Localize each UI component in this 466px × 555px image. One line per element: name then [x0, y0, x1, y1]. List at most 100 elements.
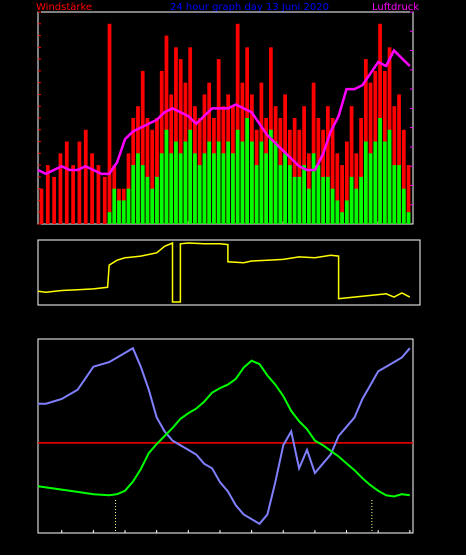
wind-gust-bar — [159, 70, 164, 224]
wind-average-bar — [216, 141, 221, 224]
wind-average-bar — [188, 129, 193, 224]
wind-gust-bar — [406, 165, 411, 224]
wind-gust-bar — [178, 59, 183, 224]
wind-average-bar — [240, 141, 245, 224]
wind-average-bar — [235, 129, 240, 224]
wind-average-bar — [136, 153, 140, 224]
wind-average-bar — [373, 141, 378, 224]
wind-average-bar — [368, 153, 373, 224]
wind-gust-bar — [325, 106, 330, 224]
wind-average-bar — [288, 165, 292, 224]
wind-average-bar — [382, 141, 387, 224]
wind-average-bar — [221, 153, 226, 224]
wind-average-bar — [226, 141, 231, 224]
wind-average-bar — [245, 118, 250, 224]
wind-pressure-panel — [37, 11, 414, 225]
wind-average-bar — [155, 176, 159, 224]
wind-gust-bar — [344, 141, 349, 224]
wind-average-bar — [406, 212, 411, 224]
wind-average-bar — [259, 141, 264, 224]
wind-gust-bar — [401, 129, 406, 224]
wind-gust-bar — [354, 153, 359, 224]
wind-average-bar — [278, 165, 283, 224]
wind-average-bar — [197, 165, 202, 224]
wind-average-bar — [311, 153, 316, 224]
humidity-panel-frame — [37, 338, 414, 534]
wind-gust-bar — [155, 118, 159, 224]
wind-average-bar — [335, 200, 340, 224]
wind-gust-bar — [330, 118, 335, 224]
wind-average-bar — [392, 165, 397, 224]
wind-average-bar — [131, 165, 136, 224]
wind-gust-bar — [174, 47, 178, 225]
wind-average-bar — [254, 165, 259, 224]
pressure-axis-title: Luftdruck — [372, 2, 419, 13]
wind-average-bar — [354, 188, 359, 224]
wind-average-bar — [292, 176, 297, 224]
wind-average-bar — [397, 165, 401, 224]
wind-gust-bar — [306, 153, 311, 224]
wind-average-bar — [150, 188, 155, 224]
wind-average-bar — [330, 188, 335, 224]
wind-average-bar — [178, 153, 183, 224]
wind-gust-bar — [292, 118, 297, 224]
wind-gust-bar — [349, 106, 354, 224]
wind-gust-bar — [397, 94, 401, 224]
wind-gust-bar — [83, 129, 88, 224]
wind-average-bar — [183, 141, 188, 224]
wind-gust-bar — [58, 153, 63, 224]
wind-average-bar — [302, 165, 306, 224]
wind-average-bar — [349, 176, 354, 224]
direction-panel-frame — [37, 239, 421, 306]
wind-gust-bar — [39, 188, 44, 224]
wind-gust-bar — [335, 153, 340, 224]
wind-average-bar — [169, 153, 174, 224]
wind-average-bar — [321, 176, 325, 224]
wind-gust-bar — [102, 176, 107, 224]
wind-average-bar — [269, 129, 273, 224]
wind-gust-bar — [52, 176, 56, 224]
wind-gust-bar — [359, 118, 363, 224]
wind-gust-bar — [150, 129, 155, 224]
wind-average-bar — [207, 141, 212, 224]
wind-average-bar — [378, 118, 382, 224]
wind-gust-bar — [235, 23, 240, 225]
wind-average-bar — [174, 141, 178, 224]
wind-average-bar — [344, 200, 349, 224]
wind-direction-line — [37, 241, 411, 303]
wind-average-bar — [231, 153, 235, 224]
wind-average-bar — [164, 129, 169, 224]
wind-gust-bar — [77, 141, 82, 224]
wind-average-bar — [325, 176, 330, 224]
wind-average-bar — [202, 153, 207, 224]
wind-gust-bar — [145, 118, 150, 224]
wind-average-bar — [340, 212, 344, 224]
wind-average-bar — [273, 141, 278, 224]
wind-gust-bar — [45, 165, 50, 224]
wind-axis-title: Windstärke — [36, 2, 92, 13]
wind-gust-bar — [340, 165, 344, 224]
wind-average-bar — [387, 129, 392, 224]
wind-average-bar — [126, 188, 131, 224]
wind-gust-bar — [126, 153, 131, 224]
graph-title: 24 hour graph day 13 Juni 2020 — [170, 2, 329, 13]
wind-gust-bar — [96, 165, 101, 224]
humidity-line — [38, 346, 411, 526]
wind-average-bar — [193, 153, 197, 224]
temperature-line — [37, 359, 410, 498]
wind-average-bar — [117, 200, 121, 224]
humidity-temperature-panel — [37, 338, 414, 534]
pressure-line — [37, 48, 411, 176]
wind-average-bar — [359, 176, 363, 224]
wind-average-bar — [306, 188, 311, 224]
wind-average-bar — [401, 188, 406, 224]
wind-average-bar — [283, 153, 287, 224]
wind-average-bar — [212, 153, 216, 224]
wind-gust-bar — [71, 165, 75, 224]
wind-average-bar — [121, 200, 126, 224]
wind-average-bar — [140, 165, 145, 224]
wind-average-bar — [316, 165, 321, 224]
wind-average-bar — [145, 176, 150, 224]
